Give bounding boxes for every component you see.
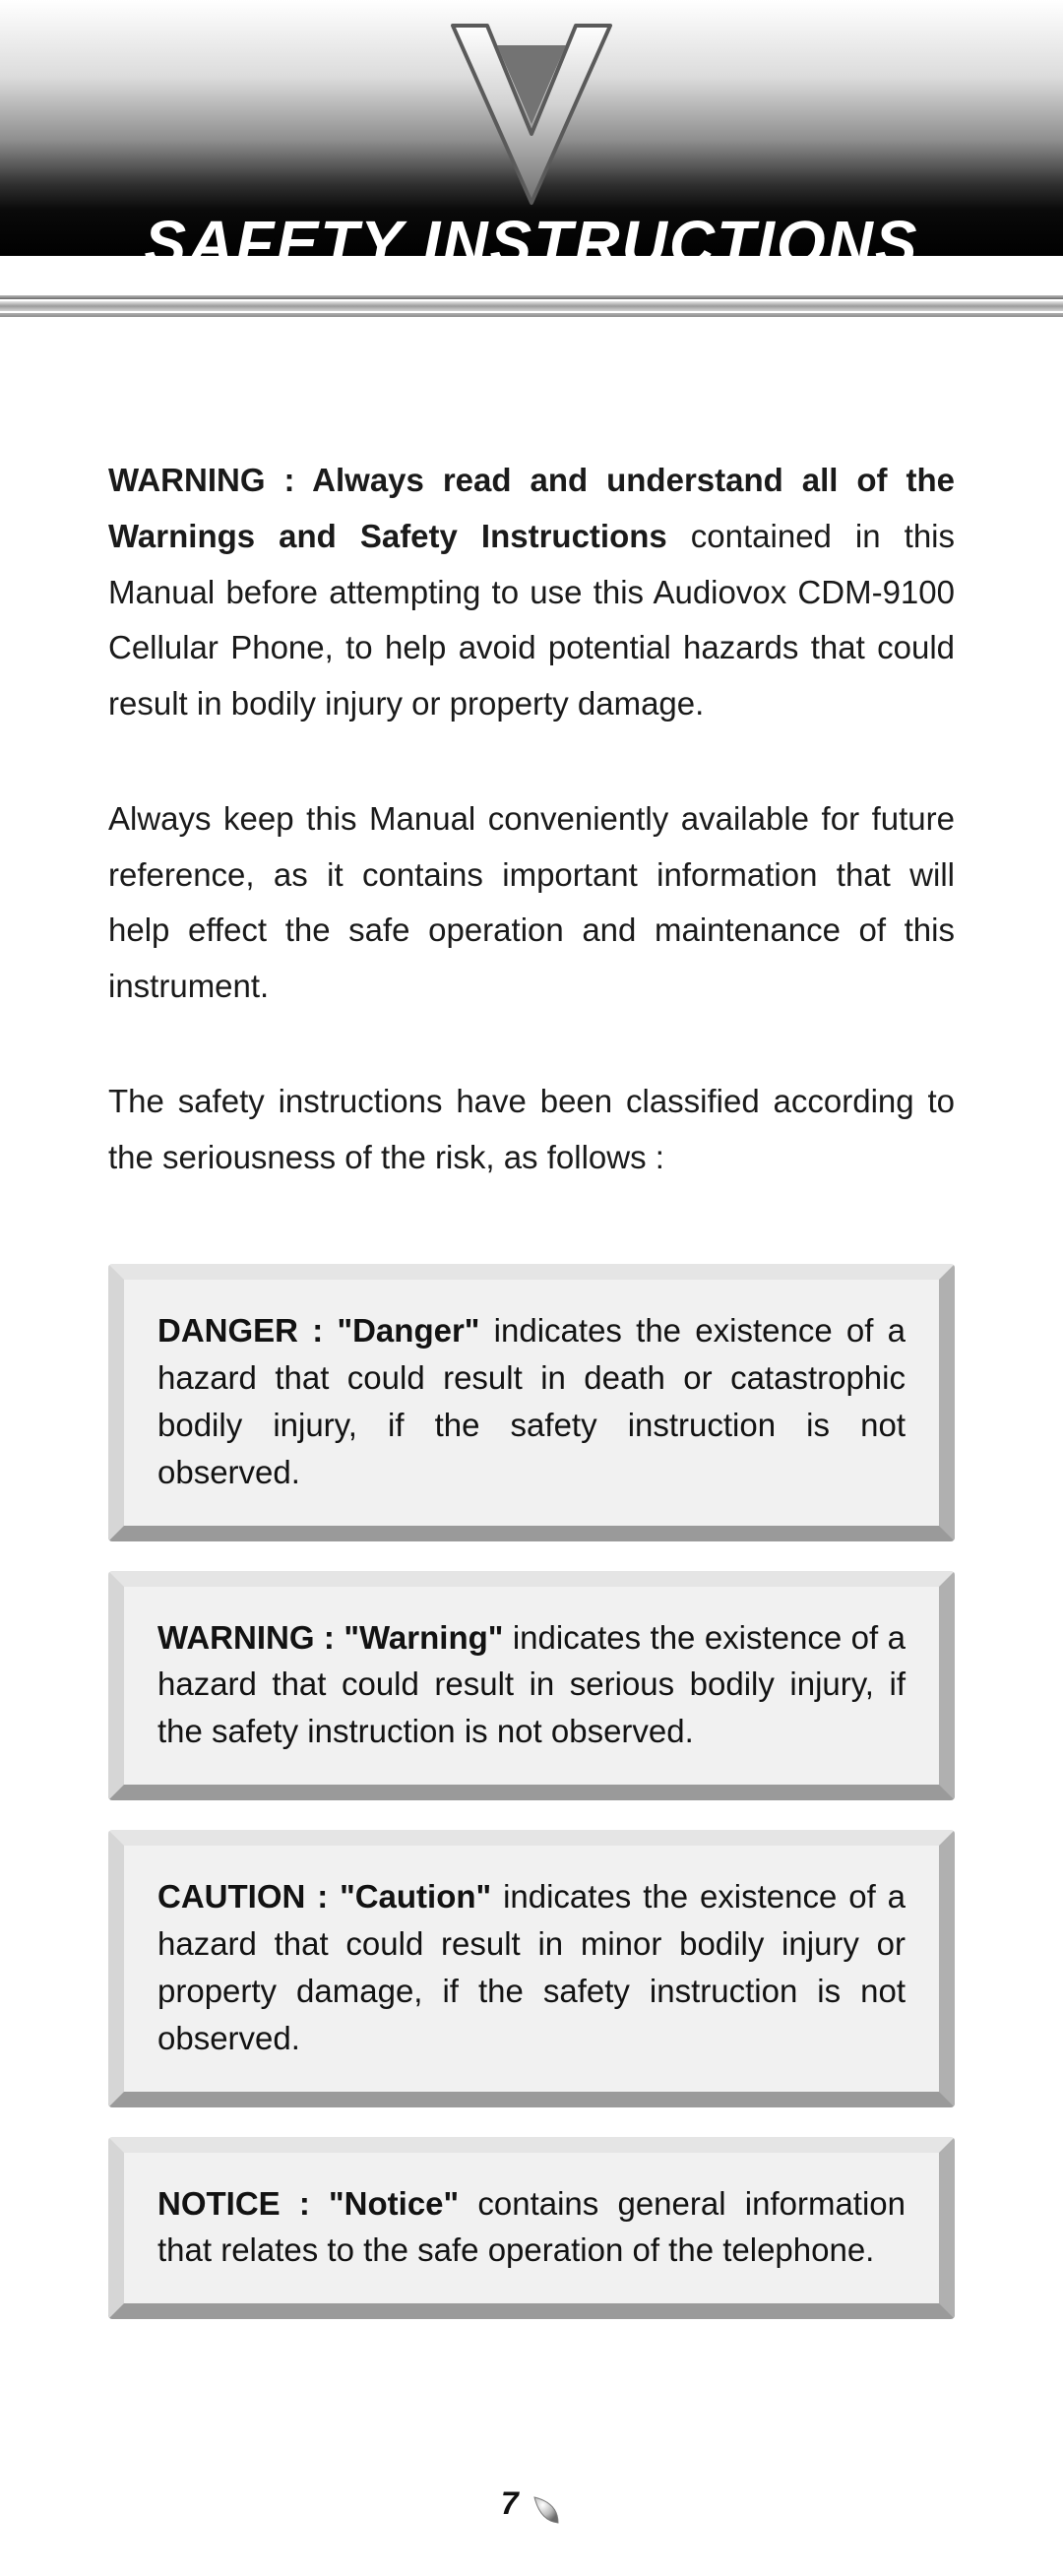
header-rule [0, 301, 1063, 311]
warning-box: WARNING : "Warning" indicates the existe… [108, 1571, 955, 1801]
page-number: 7 [501, 2485, 519, 2521]
keep-manual-paragraph: Always keep this Manual conveniently ava… [108, 791, 955, 1015]
caution-term: CAUTION : "Caution" [157, 1878, 491, 1915]
chevron-down-ornament-icon [443, 16, 620, 213]
page-number-area: 7 [0, 2485, 1063, 2527]
manual-page: SAFETY INSTRUCTIONS WARNING : Always rea… [0, 0, 1063, 2576]
safety-level-boxes: DANGER : "Danger" indicates the existenc… [0, 1244, 1063, 2319]
body-text: WARNING : Always read and understand all… [0, 315, 1063, 1185]
page-header: SAFETY INSTRUCTIONS [0, 0, 1063, 315]
page-number-ornament-icon [529, 2493, 562, 2527]
notice-box: NOTICE : "Notice" contains general infor… [108, 2137, 955, 2320]
intro-paragraph: WARNING : Always read and understand all… [108, 453, 955, 732]
notice-term: NOTICE : "Notice" [157, 2185, 459, 2222]
classification-intro-paragraph: The safety instructions have been classi… [108, 1074, 955, 1186]
caution-box: CAUTION : "Caution" indicates the existe… [108, 1830, 955, 2106]
page-title: SAFETY INSTRUCTIONS [0, 207, 1063, 280]
danger-term: DANGER : "Danger" [157, 1312, 479, 1349]
header-rule [0, 313, 1063, 317]
danger-box: DANGER : "Danger" indicates the existenc… [108, 1264, 955, 1540]
warning-term: WARNING : "Warning" [157, 1619, 503, 1656]
header-rule [0, 295, 1063, 299]
